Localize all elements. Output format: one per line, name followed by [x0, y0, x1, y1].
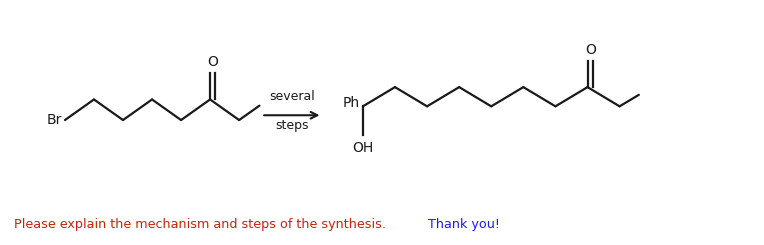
Text: OH: OH: [352, 141, 374, 155]
Text: O: O: [207, 55, 219, 69]
Text: Br: Br: [47, 113, 62, 127]
Text: Please explain the mechanism and steps of the synthesis.: Please explain the mechanism and steps o…: [14, 218, 386, 231]
Text: Ph: Ph: [343, 96, 360, 110]
Text: several: several: [269, 90, 315, 103]
Text: Thank you!: Thank you!: [424, 218, 500, 231]
Text: steps: steps: [275, 119, 309, 132]
Text: O: O: [584, 43, 596, 57]
